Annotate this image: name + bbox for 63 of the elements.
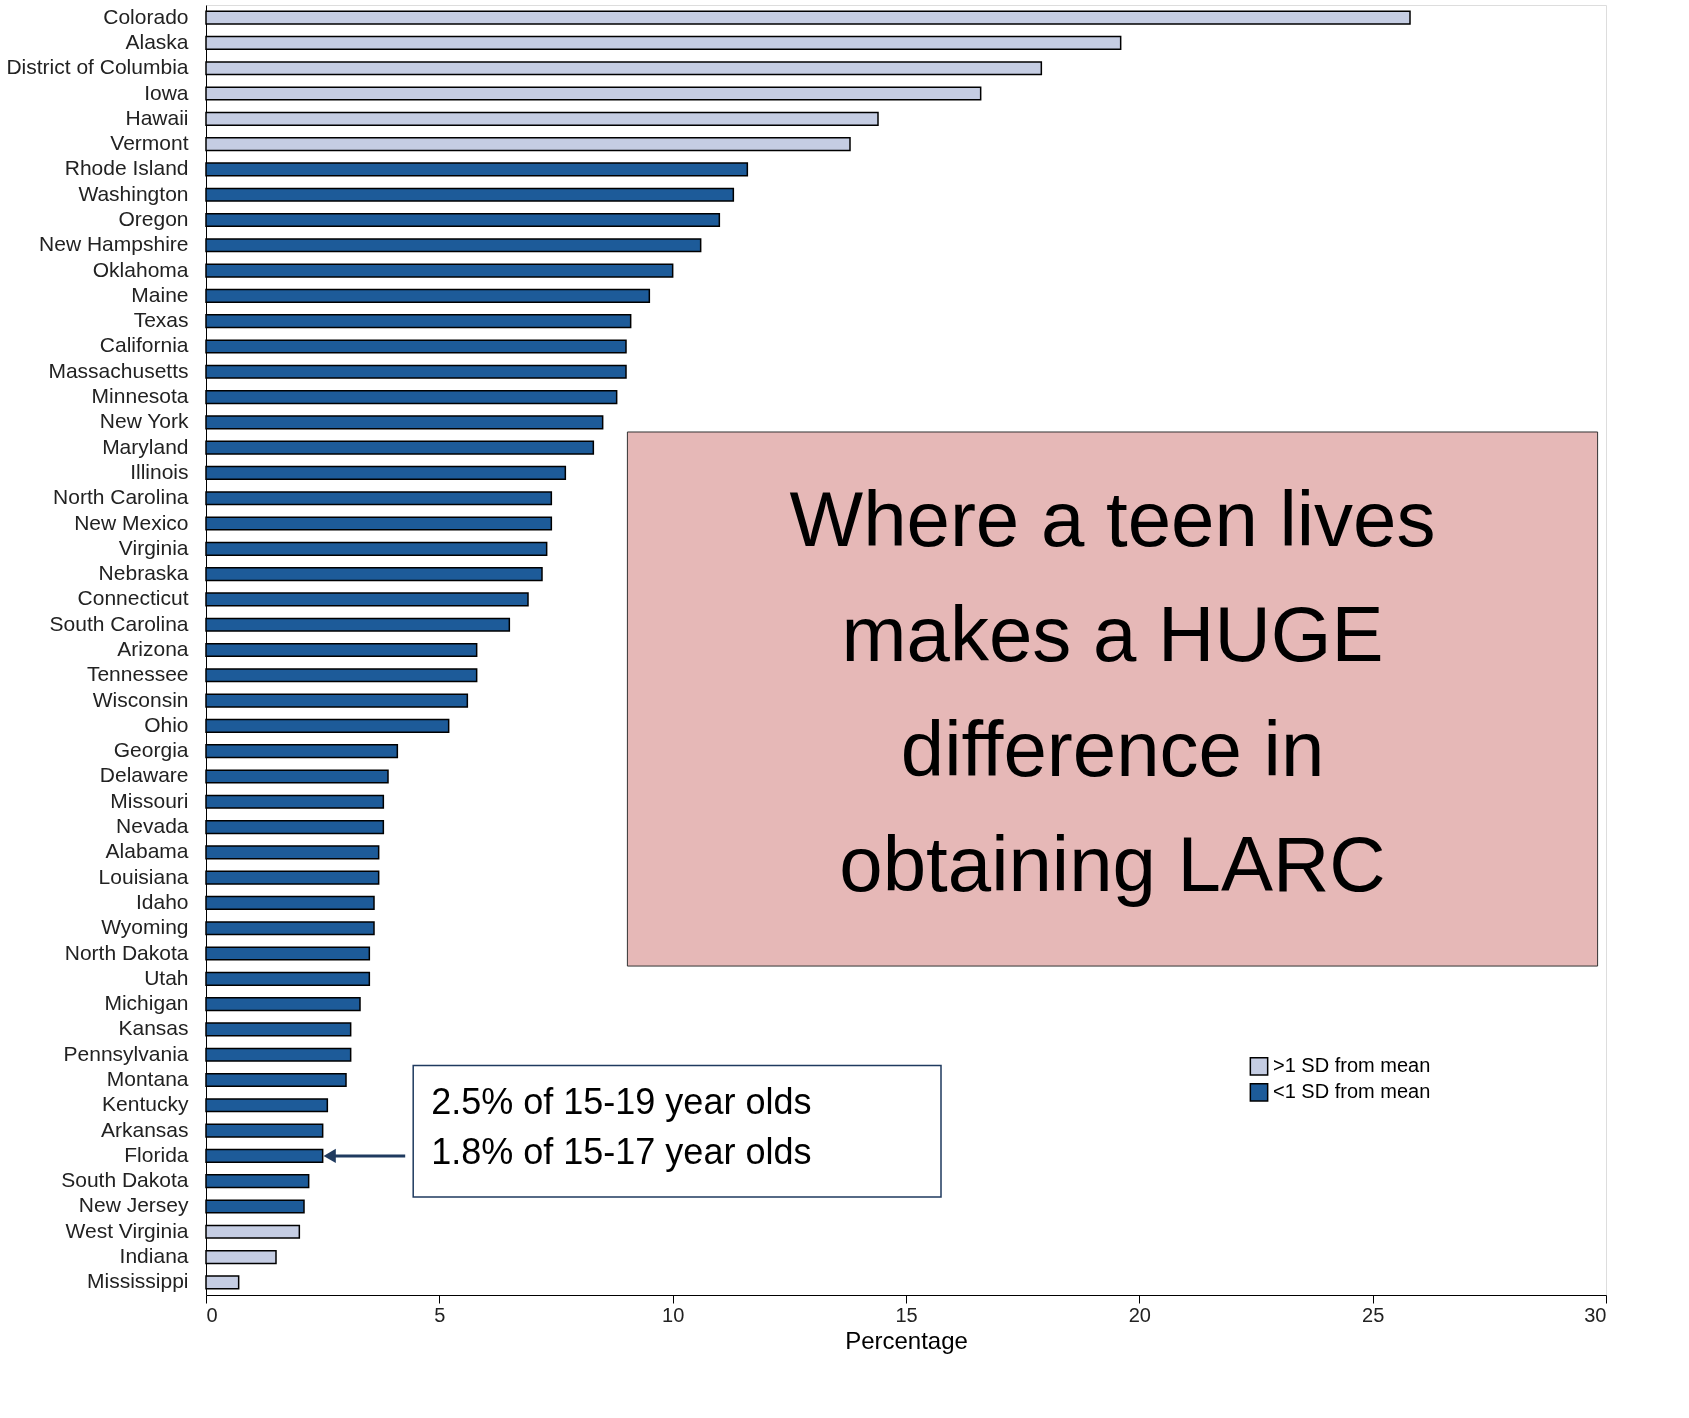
y-tick-label: Nevada <box>116 814 189 838</box>
y-tick-label: Colorado <box>103 4 189 28</box>
y-tick-label: California <box>99 333 189 357</box>
y-tick-label: Wisconsin <box>92 687 189 711</box>
y-tick-label: Arkansas <box>100 1117 189 1141</box>
y-tick-label: New Hampshire <box>39 232 189 256</box>
x-axis-title: Percentage <box>845 1326 968 1354</box>
x-tick-label: 15 <box>895 1303 918 1326</box>
y-tick-label: Iowa <box>144 80 189 104</box>
x-tick-label: 5 <box>434 1303 446 1326</box>
y-tick-label: Indiana <box>119 1244 189 1268</box>
y-tick-label: North Dakota <box>64 940 189 964</box>
y-tick-label: Hawaii <box>125 105 189 129</box>
y-tick-label: Kansas <box>118 1016 189 1040</box>
y-tick-label: Alabama <box>105 839 189 863</box>
annotation: Where a teen lives makes a HUGE difference in obtaining LARC <box>789 475 1436 909</box>
y-tick-label: Illinois <box>130 459 189 483</box>
y-tick-label: Arizona <box>117 637 189 660</box>
y-tick-label: Oregon <box>118 207 189 230</box>
legend-label: >1 SD from mean <box>1273 1054 1431 1077</box>
y-tick-label: Maryland <box>102 434 189 458</box>
y-tick-label: Minnesota <box>91 384 189 408</box>
y-tick-label: Florida <box>124 1142 189 1166</box>
y-tick-label: Texas <box>133 308 189 332</box>
x-tick-label: 20 <box>1128 1303 1151 1326</box>
y-tick-label: Michigan <box>104 991 189 1015</box>
y-tick-label: Georgia <box>113 738 189 762</box>
y-tick-label: Nebraska <box>98 561 189 585</box>
y-tick-label: Pennsylvania <box>63 1041 189 1065</box>
y-tick-label: Kentucky <box>102 1092 189 1116</box>
y-tick-label: Rhode Island <box>64 156 189 180</box>
y-tick-label: Virginia <box>118 535 189 559</box>
y-tick-label: Missouri <box>110 788 189 812</box>
y-tick-label: Montana <box>106 1067 189 1090</box>
y-tick-label: South Carolina <box>49 611 189 635</box>
x-tick-label: 25 <box>1362 1303 1385 1326</box>
y-tick-label: Mississippi <box>86 1269 189 1293</box>
y-tick-label: Washington <box>78 181 189 205</box>
annotation: 2.5% of 15-19 year olds 1.8% of 15-17 year olds <box>431 1081 812 1173</box>
y-tick-label: Vermont <box>110 131 189 155</box>
x-tick-label: 30 <box>1584 1303 1607 1326</box>
legend-label: <1 SD from mean <box>1273 1080 1431 1103</box>
y-tick-label: Oklahoma <box>92 257 189 281</box>
y-tick-label: New Mexico <box>74 510 189 534</box>
y-tick-label: Utah <box>144 965 189 989</box>
y-tick-label: New York <box>99 409 189 433</box>
y-tick-label: North Carolina <box>53 485 189 509</box>
y-tick-label: Ohio <box>144 712 189 736</box>
y-tick-label: New Jersey <box>78 1193 189 1217</box>
x-tick-label: 10 <box>662 1303 685 1326</box>
y-tick-label: Wyoming <box>101 915 189 939</box>
y-tick-label: Alaska <box>125 29 189 53</box>
y-tick-label: Louisiana <box>98 864 189 888</box>
y-tick-label: South Dakota <box>61 1168 189 1192</box>
y-tick-label: Maine <box>131 282 189 306</box>
y-tick-label: Delaware <box>99 763 189 787</box>
y-tick-label: Idaho <box>135 889 189 913</box>
y-tick-label: District of Columbia <box>6 55 189 79</box>
y-tick-label: West Virginia <box>65 1218 189 1242</box>
y-tick-label: Massachusetts <box>48 358 189 382</box>
y-tick-label: Connecticut <box>77 586 189 610</box>
x-tick-label: 0 <box>206 1303 218 1326</box>
y-tick-label: Tennessee <box>86 662 189 686</box>
